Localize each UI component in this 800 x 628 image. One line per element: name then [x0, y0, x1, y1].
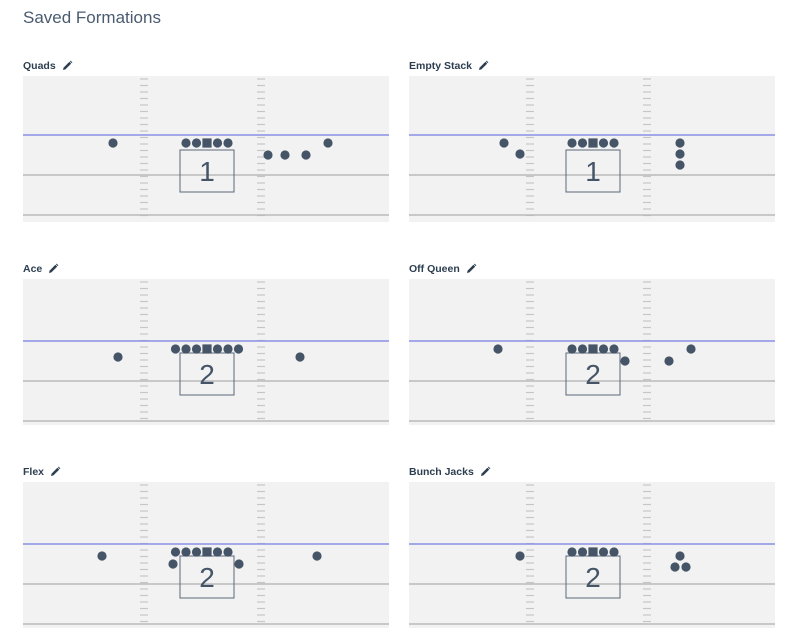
- personnel-number: 1: [585, 156, 601, 187]
- pencil-icon[interactable]: [47, 263, 59, 275]
- personnel-box: [179, 149, 235, 193]
- player-marker: [675, 160, 685, 170]
- lineman-marker: [598, 547, 609, 557]
- field-svg: 2: [409, 482, 775, 628]
- player-marker: [675, 551, 685, 561]
- lineman-marker: [223, 344, 233, 354]
- personnel-number: 2: [199, 359, 215, 390]
- card-header: Bunch Jacks: [409, 464, 491, 480]
- formation-name: Bunch Jacks: [409, 466, 474, 478]
- player-marker: [493, 344, 503, 354]
- formation-diagram[interactable]: 2: [23, 482, 389, 628]
- lineman-marker: [577, 344, 588, 354]
- center-marker: [588, 344, 598, 354]
- formation-name: Ace: [23, 263, 43, 275]
- field-background: [409, 76, 775, 222]
- personnel-number: 2: [199, 562, 215, 593]
- center-marker: [202, 344, 212, 354]
- pencil-icon[interactable]: [49, 466, 61, 478]
- formation-name: Off Queen: [409, 263, 460, 275]
- card-header: Quads: [23, 58, 73, 74]
- lineman-marker: [577, 138, 588, 148]
- personnel-number: 2: [585, 359, 601, 390]
- player-marker: [113, 352, 123, 362]
- card-header: Off Queen: [409, 261, 477, 277]
- card-header: Flex: [23, 464, 61, 480]
- formation-diagram[interactable]: 2: [409, 279, 775, 425]
- field-background: [23, 76, 389, 222]
- player-marker: [686, 344, 696, 354]
- lineman-marker: [181, 138, 191, 148]
- player-marker: [670, 562, 680, 572]
- field-svg: 2: [409, 279, 775, 425]
- lineman-marker: [170, 344, 181, 354]
- lineman-marker: [609, 138, 619, 148]
- center-marker: [588, 138, 598, 148]
- field-svg: 2: [23, 279, 389, 425]
- lineman-marker: [212, 138, 223, 148]
- player-marker: [323, 138, 333, 148]
- lineman-marker: [191, 138, 202, 148]
- lineman-marker: [567, 547, 577, 557]
- player-marker: [664, 356, 674, 366]
- lineman-marker: [223, 547, 233, 557]
- lineman-marker: [191, 344, 202, 354]
- formation-diagram[interactable]: 1: [409, 76, 775, 222]
- lineman-marker: [191, 547, 202, 557]
- player-marker: [675, 149, 685, 159]
- lineman-marker: [567, 138, 577, 148]
- lineman-marker: [181, 547, 191, 557]
- lineman-marker: [598, 344, 609, 354]
- lineman-marker: [609, 344, 619, 354]
- lineman-marker: [577, 547, 588, 557]
- lineman-marker: [170, 547, 181, 557]
- pencil-icon[interactable]: [61, 60, 73, 72]
- pencil-icon[interactable]: [479, 466, 491, 478]
- personnel-number: 1: [199, 156, 215, 187]
- field-svg: 2: [23, 482, 389, 628]
- player-marker: [681, 562, 691, 572]
- player-marker: [295, 352, 305, 362]
- lineman-marker: [212, 344, 223, 354]
- pencil-icon[interactable]: [465, 263, 477, 275]
- player-marker: [515, 149, 525, 159]
- player-marker: [499, 138, 509, 148]
- center-marker: [202, 138, 212, 148]
- lineman-marker: [233, 344, 244, 354]
- player-marker: [301, 150, 311, 160]
- center-marker: [202, 547, 212, 557]
- card-header: Empty Stack: [409, 58, 489, 74]
- formation-name: Flex: [23, 466, 45, 478]
- lineman-marker: [598, 138, 609, 148]
- formation-name: Empty Stack: [409, 60, 473, 72]
- pencil-icon[interactable]: [477, 60, 489, 72]
- player-marker: [620, 356, 630, 366]
- formation-name: Quads: [23, 60, 56, 72]
- player-marker: [515, 551, 525, 561]
- formation-diagram[interactable]: 2: [409, 482, 775, 628]
- player-marker: [675, 138, 685, 148]
- player-marker: [108, 138, 118, 148]
- player-marker: [234, 559, 244, 569]
- center-marker: [588, 547, 598, 557]
- personnel-box: [565, 149, 621, 193]
- field-svg: 1: [23, 76, 389, 222]
- page-title: Saved Formations: [23, 8, 161, 27]
- personnel-number: 2: [585, 562, 601, 593]
- lineman-marker: [212, 547, 223, 557]
- player-marker: [312, 551, 322, 561]
- player-marker: [280, 150, 290, 160]
- formation-diagram[interactable]: 2: [23, 279, 389, 425]
- player-marker: [263, 150, 273, 160]
- card-header: Ace: [23, 261, 59, 277]
- lineman-marker: [609, 547, 619, 557]
- lineman-marker: [567, 344, 577, 354]
- player-marker: [168, 559, 178, 569]
- field-svg: 1: [409, 76, 775, 222]
- lineman-marker: [223, 138, 233, 148]
- player-marker: [97, 551, 107, 561]
- lineman-marker: [181, 344, 191, 354]
- formation-diagram[interactable]: 1: [23, 76, 389, 222]
